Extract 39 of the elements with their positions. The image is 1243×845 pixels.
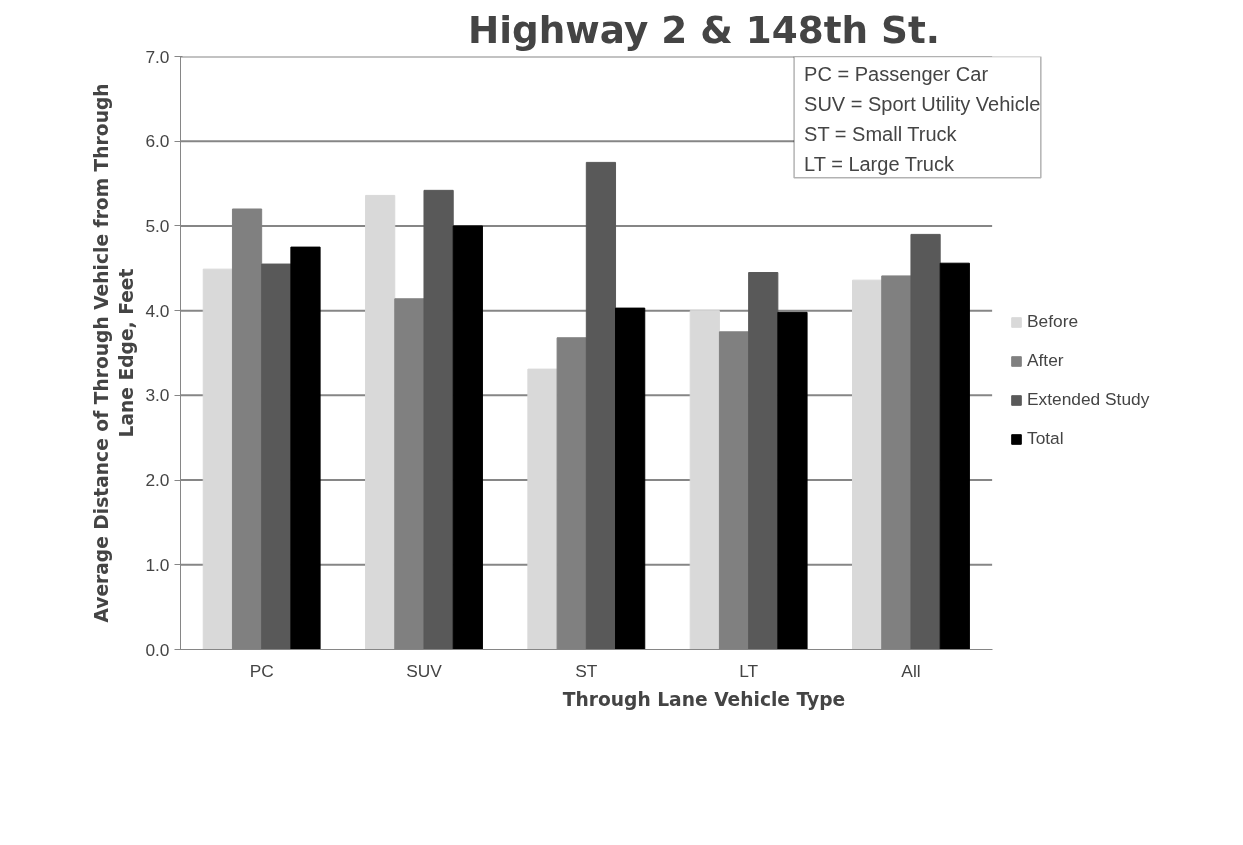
bar [910,233,941,650]
y-axis-title: Average Distance of Through Vehicle from Through Lane Edge, Feet [91,83,138,623]
y-tick-label: 0.0 [145,639,170,660]
bar [452,225,483,650]
annotation: ST = Small Truck [804,122,958,145]
chart-title: Highway 2 & 148th St. [468,7,940,52]
y-tick-label: 2.0 [145,470,170,491]
x-tick-label: LT [739,660,759,681]
legend-label: Before [1027,311,1079,332]
y-tick-label: 7.0 [145,46,170,67]
x-tick-label: All [901,660,921,681]
y-tick-label: 6.0 [145,131,170,152]
bar [365,194,396,650]
x-tick-label: SUV [406,660,443,681]
bar [939,262,970,650]
legend-label: Total [1027,428,1064,449]
bar [777,311,808,650]
annotation: PC = Passenger Car [804,62,989,85]
bar [290,246,321,650]
y-tick-label: 1.0 [145,554,170,575]
bar [689,310,720,650]
annotation: LT = Large Truck [804,152,955,175]
bar [585,161,617,650]
y-tick-label: 5.0 [145,215,170,236]
bar [202,268,233,650]
bar [527,368,558,650]
bar [615,307,646,650]
bar [852,279,883,650]
x-axis-title: Through Lane Vehicle Type [562,688,846,710]
x-tick-label: ST [575,660,598,681]
legend-label: After [1027,350,1064,371]
y-tick-label: 4.0 [145,300,170,321]
bar [748,272,779,650]
x-tick-label: PC [249,660,274,681]
bar [423,189,454,650]
y-tick-label: 3.0 [145,385,170,406]
annotation: SUV = Sport Utility Vehicle [804,92,1041,115]
legend-label: Extended Study [1027,389,1150,410]
bar [261,263,292,650]
